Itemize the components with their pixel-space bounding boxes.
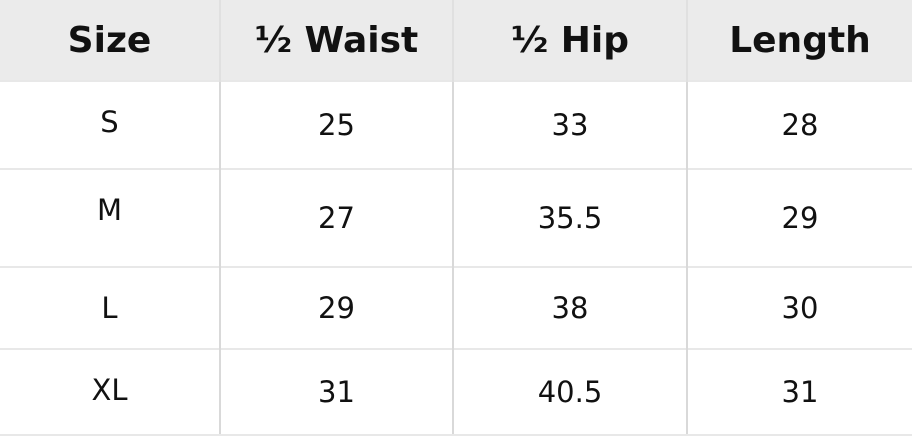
cell-size: M (0, 168, 220, 267)
table-row: L 29 38 30 (0, 266, 912, 349)
table-row: S 25 33 28 (0, 80, 912, 169)
cell-size: XL (0, 348, 220, 436)
cell-length: 28 (686, 80, 912, 169)
header-size: Size (0, 0, 220, 81)
header-half-hip: ½ Hip (452, 0, 687, 81)
cell-size: S (0, 80, 220, 169)
header-length: Length (686, 0, 912, 81)
cell-hip: 35.5 (452, 168, 687, 267)
header-row: Size ½ Waist ½ Hip Length (0, 0, 912, 81)
cell-waist: 31 (219, 348, 453, 436)
cell-length: 31 (686, 348, 912, 436)
table-row: XL 31 40.5 31 (0, 348, 912, 436)
cell-size: L (0, 266, 220, 349)
cell-waist: 27 (219, 168, 453, 267)
cell-hip: 40.5 (452, 348, 687, 436)
cell-waist: 29 (219, 266, 453, 349)
header-half-waist: ½ Waist (219, 0, 453, 81)
table-row: M 27 35.5 29 (0, 168, 912, 267)
cell-hip: 38 (452, 266, 687, 349)
cell-length: 30 (686, 266, 912, 349)
cell-length: 29 (686, 168, 912, 267)
cell-waist: 25 (219, 80, 453, 169)
cell-hip: 33 (452, 80, 687, 169)
